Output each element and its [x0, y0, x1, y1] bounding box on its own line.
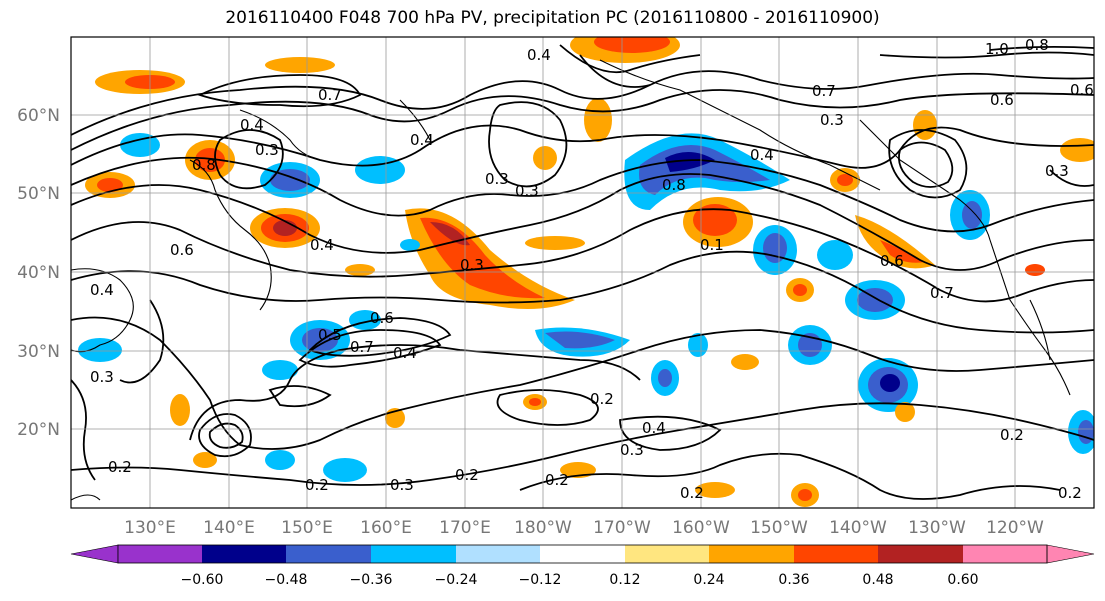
- contour-label: 0.4: [410, 131, 434, 149]
- contour-label: 0.7: [812, 82, 836, 100]
- lon-label: 130°W: [908, 518, 966, 538]
- contour-label: 0.2: [455, 466, 479, 484]
- contour-label: 0.2: [545, 471, 569, 489]
- contour-label: 1.0: [985, 40, 1009, 58]
- colorbar-tick: 0.24: [693, 572, 724, 588]
- colorbar-tick: −0.60: [181, 572, 224, 588]
- contour-label: 0.2: [305, 476, 329, 494]
- contour-label: 0.7: [318, 86, 342, 104]
- contour-label: 0.3: [1045, 162, 1069, 180]
- lon-label: 130°E: [124, 518, 176, 538]
- contour-label: 0.4: [393, 344, 417, 362]
- colorbar-tick: 0.12: [609, 572, 640, 588]
- contour-label: 0.6: [1070, 81, 1094, 99]
- colorbar-segment: [709, 545, 794, 563]
- colorbar-segment: [456, 545, 540, 563]
- coastlines: [71, 59, 1071, 501]
- lon-label: 160°W: [672, 518, 730, 538]
- lon-label: 140°E: [203, 518, 255, 538]
- contour-labels: 1.0 0.8 0.8 0.7 0.7 0.7 0.7 0.6 0.6 0.6 …: [90, 36, 1094, 502]
- contour-label: 0.6: [170, 241, 194, 259]
- contour-label: 0.3: [90, 368, 114, 386]
- contour-label: 0.1: [700, 236, 724, 254]
- lat-label: 60°N: [17, 106, 60, 126]
- colorbar-tick: 0.36: [778, 572, 809, 588]
- contour-label: 0.2: [1058, 484, 1082, 502]
- contour-label: 0.2: [1000, 426, 1024, 444]
- lat-label: 20°N: [17, 420, 60, 440]
- contour-label: 0.7: [930, 284, 954, 302]
- colorbar-tick: −0.36: [350, 572, 393, 588]
- contour-label: 0.8: [662, 176, 686, 194]
- longitude-labels: 130°E 140°E 150°E 160°E 170°E 180°W 170°…: [124, 518, 1044, 538]
- colorbar-tick: −0.48: [265, 572, 308, 588]
- plot-frame: [70, 36, 1095, 509]
- contour-label: 0.6: [370, 309, 394, 327]
- contour-label: 0.3: [460, 256, 484, 274]
- contour-label: 0.4: [527, 46, 551, 64]
- colorbar-tick: −0.24: [435, 572, 478, 588]
- pv-contours: [71, 44, 1094, 500]
- contour-label: 0.4: [310, 236, 334, 254]
- contour-label: 0.3: [515, 182, 539, 200]
- lon-label: 150°E: [281, 518, 333, 538]
- colorbar-extend-high: [1046, 544, 1095, 564]
- contour-label: 0.4: [750, 146, 774, 164]
- graticule: [71, 37, 1094, 508]
- contour-label: 0.2: [590, 390, 614, 408]
- colorbar: −0.60 −0.48 −0.36 −0.24 −0.12 0.12 0.24 …: [70, 544, 1095, 588]
- lon-label: 160°E: [360, 518, 412, 538]
- lon-label: 120°W: [986, 518, 1044, 538]
- contour-label: 0.4: [240, 116, 264, 134]
- plot-area: [71, 37, 1094, 508]
- contour-label: 0.8: [192, 156, 216, 174]
- colorbar-tick: 0.48: [862, 572, 893, 588]
- colorbar-segment: [625, 545, 709, 563]
- contour-label: 0.3: [820, 111, 844, 129]
- contour-label: 0.4: [642, 419, 666, 437]
- lon-label: 170°E: [439, 518, 491, 538]
- colorbar-frame: [117, 544, 1048, 564]
- colorbar-extend-low: [70, 544, 119, 564]
- colorbar-segment: [794, 545, 878, 563]
- contour-label: 0.6: [880, 252, 904, 270]
- colorbar-segment: [963, 545, 1047, 563]
- lon-label: 140°W: [829, 518, 887, 538]
- colorbar-tick: −0.12: [519, 572, 562, 588]
- colorbar-segment: [118, 545, 202, 563]
- contour-label: 0.3: [390, 476, 414, 494]
- lat-label: 50°N: [17, 184, 60, 204]
- colorbar-segment: [202, 545, 286, 563]
- contour-label: 0.3: [620, 441, 644, 459]
- colorbar-segment: [371, 545, 456, 563]
- latitude-labels: 60°N 50°N 40°N 30°N 20°N: [17, 106, 60, 440]
- lon-label: 170°W: [593, 518, 651, 538]
- lon-label: 150°W: [750, 518, 808, 538]
- colorbar-segment: [286, 545, 371, 563]
- contour-label: 0.2: [680, 484, 704, 502]
- contour-label: 0.2: [108, 458, 132, 476]
- colorbar-segment: [540, 545, 625, 563]
- lon-label: 180°W: [514, 518, 572, 538]
- contour-label: 0.3: [485, 170, 509, 188]
- contour-label: 0.3: [255, 141, 279, 159]
- colorbar-segment: [878, 545, 963, 563]
- lat-label: 30°N: [17, 342, 60, 362]
- map-title: 2016110400 F048 700 hPa PV, precipitatio…: [225, 8, 880, 28]
- lat-label: 40°N: [17, 263, 60, 283]
- precip-anomaly-shading: [78, 37, 1094, 507]
- contour-label: 0.7: [350, 338, 374, 356]
- contour-label: 0.4: [90, 281, 114, 299]
- colorbar-tick: 0.60: [947, 572, 978, 588]
- contour-label: 0.6: [990, 91, 1014, 109]
- contour-label: 0.8: [1025, 36, 1049, 54]
- contour-label: 0.5: [318, 326, 342, 344]
